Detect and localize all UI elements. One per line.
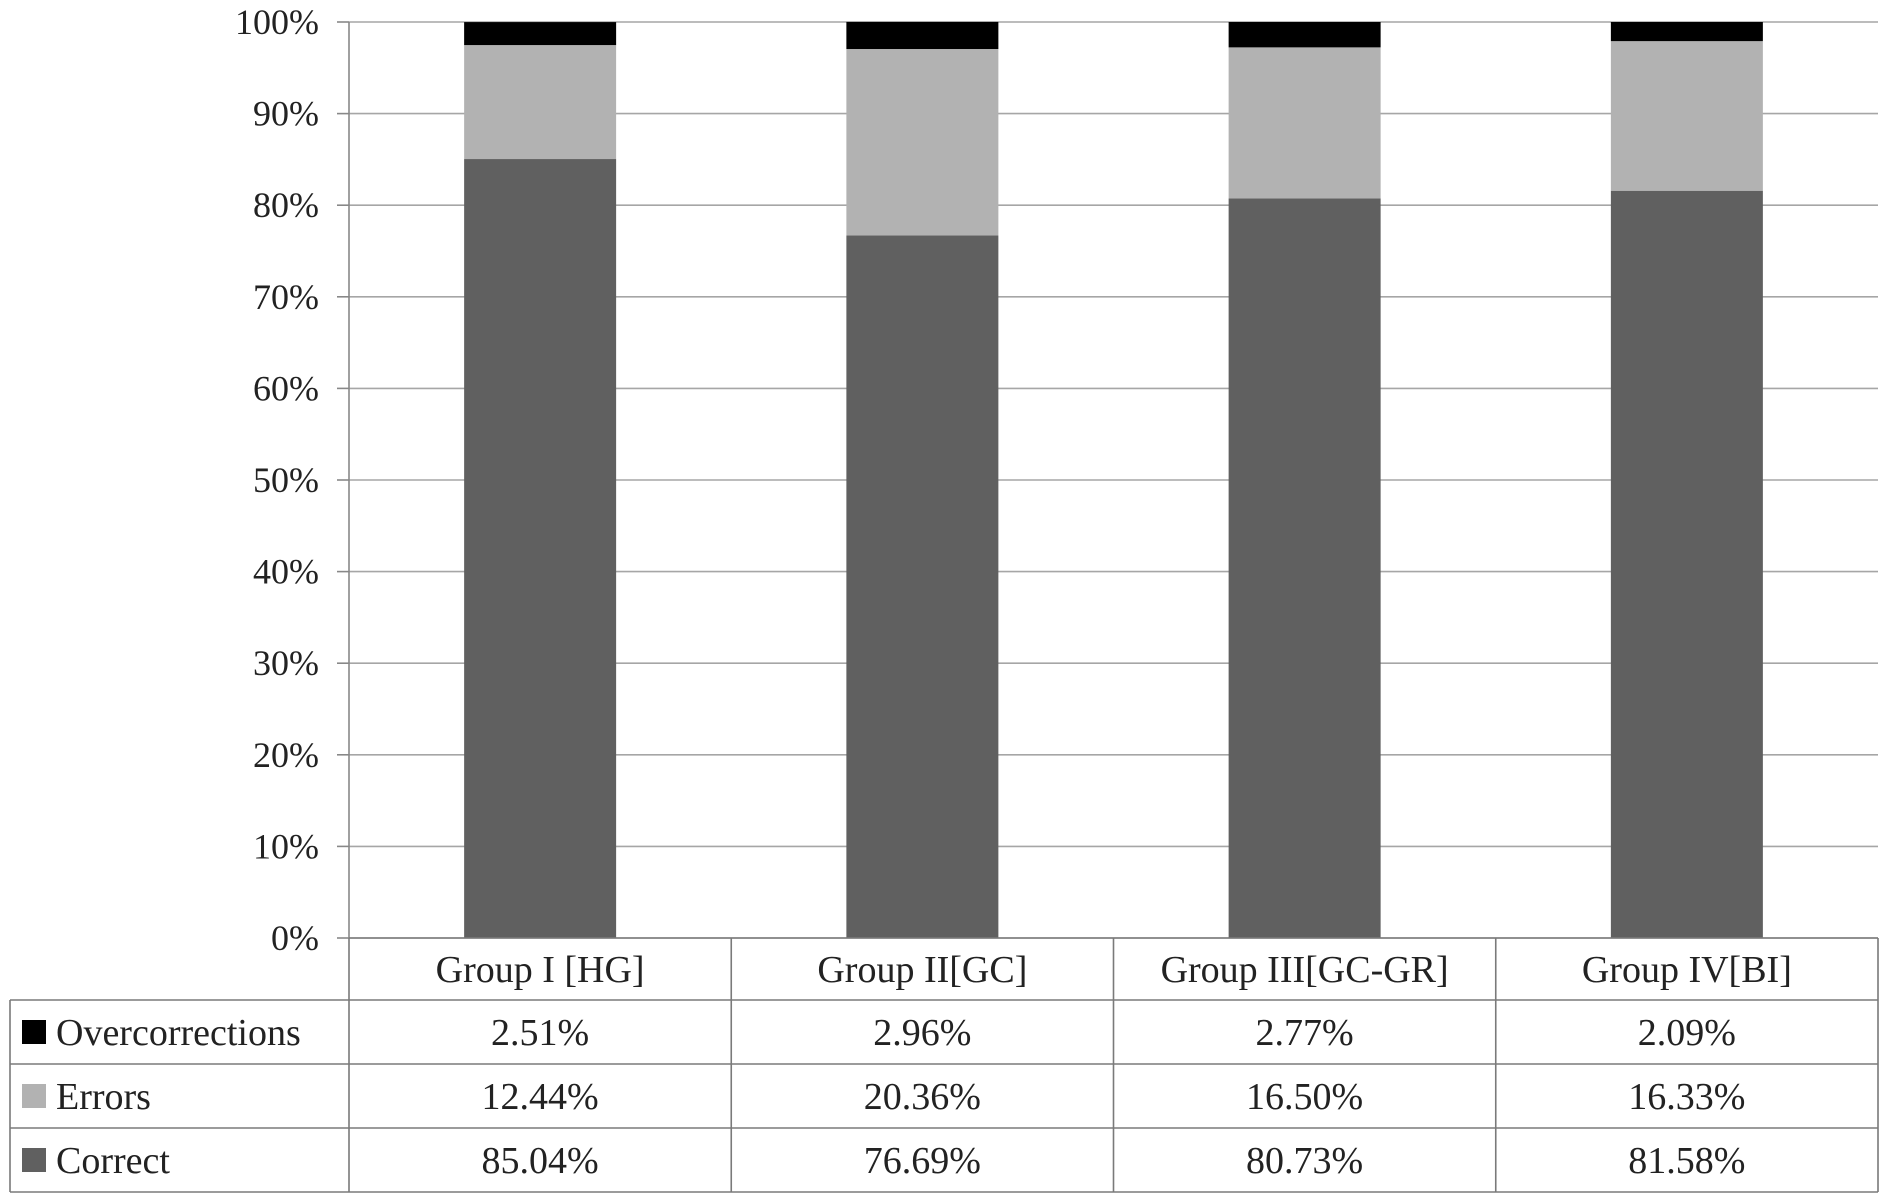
y-tick-label: 70% <box>253 277 319 317</box>
legend-label-correct: Correct <box>56 1140 170 1182</box>
y-tick-label: 0% <box>271 918 319 958</box>
bar-overcorrections-3 <box>1228 22 1381 48</box>
data-table-cell: 2.51% <box>491 1012 589 1054</box>
data-table-cell: 80.73% <box>1246 1140 1363 1182</box>
y-tick-label: 30% <box>253 643 319 683</box>
bar-errors-1 <box>464 45 617 160</box>
data-table-cell: 85.04% <box>482 1140 599 1182</box>
data-table: Group I [HG] Group II[GC] Group III[GC-GR]… <box>9 937 1879 1193</box>
y-tick-label: 20% <box>253 735 319 775</box>
bar-overcorrections-4 <box>1610 22 1763 42</box>
legend-key-errors <box>22 1084 46 1108</box>
data-table-cell: 76.69% <box>864 1140 981 1182</box>
bar-correct-1 <box>464 159 617 939</box>
bar-overcorrections-1 <box>464 22 617 46</box>
data-table-cell: 2.09% <box>1638 1012 1736 1054</box>
category-label: Group III[GC-GR] <box>1161 949 1449 991</box>
y-tick-label: 10% <box>253 826 319 866</box>
legend-key-overcorrections <box>22 1020 46 1044</box>
data-table-cell: 2.77% <box>1256 1012 1354 1054</box>
data-table-cell: 12.44% <box>482 1076 599 1118</box>
y-tick-label: 90% <box>253 94 319 134</box>
category-label: Group IV[BI] <box>1582 949 1792 991</box>
y-tick-label: 50% <box>253 460 319 500</box>
y-tick-label: 60% <box>253 368 319 408</box>
y-tick-label: 40% <box>253 552 319 592</box>
legend-key-correct <box>22 1148 46 1172</box>
y-tick-label: 80% <box>253 185 319 225</box>
data-table-cell: 81.58% <box>1628 1140 1745 1182</box>
legend-label-errors: Errors <box>56 1076 151 1118</box>
category-label: Group II[GC] <box>817 949 1027 991</box>
bar-correct-3 <box>1228 198 1381 939</box>
bar-errors-4 <box>1610 41 1763 191</box>
data-table-cell: 20.36% <box>864 1076 981 1118</box>
bars <box>464 21 1763 939</box>
bar-errors-2 <box>846 49 999 236</box>
bar-overcorrections-2 <box>846 21 999 50</box>
data-table-cell: 2.96% <box>873 1012 971 1054</box>
data-table-cell: 16.33% <box>1628 1076 1745 1118</box>
bar-correct-4 <box>1610 190 1763 939</box>
bar-errors-3 <box>1228 47 1381 199</box>
legend-label-overcorrections: Overcorrections <box>56 1012 301 1054</box>
category-label: Group I [HG] <box>436 949 645 991</box>
y-axis: 0% 10% 20% 30% 40% 50% 60% 70% 80% 90% 100% <box>235 2 350 958</box>
data-table-cell: 16.50% <box>1246 1076 1363 1118</box>
bar-correct-2 <box>846 235 999 938</box>
y-tick-label: 100% <box>235 2 319 42</box>
